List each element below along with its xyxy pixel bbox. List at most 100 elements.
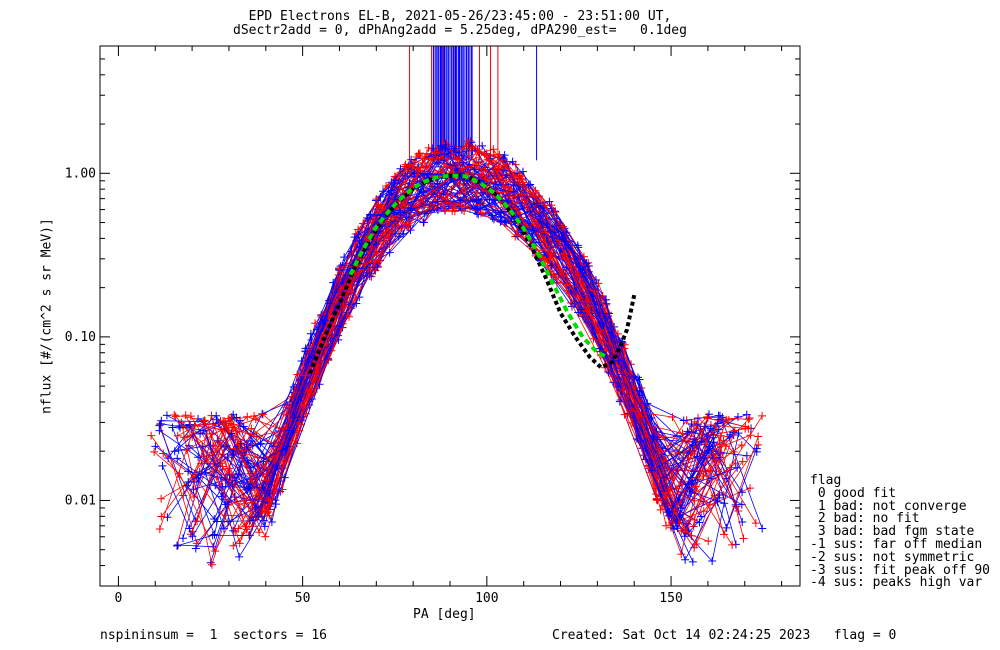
data-point — [699, 472, 708, 481]
data-point — [704, 537, 713, 546]
data-point — [199, 417, 208, 426]
data-point — [737, 441, 746, 450]
data-point — [668, 413, 677, 422]
data-point — [387, 178, 396, 187]
data-point — [458, 158, 467, 167]
data-point — [649, 432, 658, 441]
data-point — [742, 410, 751, 419]
data-layer — [147, 46, 767, 569]
axis-layer: 0 50 100 150 0.01 0.10 1.00 — [65, 45, 800, 606]
data-point — [194, 473, 203, 482]
data-point — [456, 175, 465, 184]
data-point — [179, 433, 188, 442]
data-point — [411, 202, 420, 211]
data-point — [656, 505, 665, 514]
data-point — [489, 145, 498, 154]
data-point — [239, 422, 248, 431]
data-point — [396, 208, 405, 217]
data-point — [163, 513, 172, 522]
data-point — [177, 418, 186, 427]
data-point — [752, 444, 761, 453]
data-point — [604, 368, 613, 377]
data-point — [494, 162, 503, 171]
data-point — [676, 504, 685, 513]
data-point — [188, 532, 197, 541]
data-point — [518, 178, 527, 187]
data-point — [246, 463, 255, 472]
data-point — [227, 429, 236, 438]
data-point — [419, 218, 428, 227]
data-point — [347, 247, 356, 256]
spectrum-line — [201, 157, 739, 486]
data-point — [258, 409, 267, 418]
x-axis-label: PA [deg] — [413, 607, 476, 622]
data-point — [250, 411, 259, 420]
data-point — [697, 512, 706, 521]
data-point — [680, 532, 689, 541]
data-point — [695, 518, 704, 527]
data-point — [722, 415, 731, 424]
data-point — [379, 187, 388, 196]
data-point — [235, 552, 244, 561]
data-point — [562, 280, 571, 289]
data-point — [192, 477, 201, 486]
data-point — [374, 200, 383, 209]
data-point — [502, 171, 511, 180]
data-point — [396, 164, 405, 173]
data-point — [218, 482, 227, 491]
data-point — [293, 370, 302, 379]
footer-left: nspininsum = 1 sectors = 16 — [100, 628, 327, 643]
data-point — [525, 207, 534, 216]
data-point — [681, 555, 690, 564]
data-point — [441, 140, 450, 149]
legend-item: 1 bad: not converge — [810, 498, 967, 514]
data-point — [306, 329, 315, 338]
legend-item: -3 sus: fit peak off 90 — [810, 562, 991, 578]
data-point — [208, 441, 217, 450]
data-point — [508, 157, 517, 166]
data-point — [706, 424, 715, 433]
y-axis-label: nflux [#/(cm^2 s sr MeV)] — [39, 218, 55, 414]
data-point — [688, 441, 697, 450]
data-point — [629, 373, 638, 382]
data-point — [171, 412, 180, 421]
flag-legend: flag 0 good fit 1 bad: not converge 2 ba… — [810, 474, 990, 589]
data-point — [197, 459, 206, 468]
y-tick-label: 1.00 — [65, 166, 96, 181]
data-point — [545, 254, 554, 263]
data-point — [170, 447, 179, 456]
data-point — [376, 192, 385, 201]
data-point — [157, 494, 166, 503]
data-point — [686, 487, 695, 496]
data-point — [282, 410, 291, 419]
x-tick-label: 50 — [295, 591, 311, 606]
data-point — [240, 499, 249, 508]
data-point — [741, 422, 750, 431]
data-point — [490, 150, 499, 159]
data-point — [211, 481, 220, 490]
data-point — [282, 403, 291, 412]
spectrum-line — [177, 162, 714, 547]
data-point — [692, 540, 701, 549]
data-point — [733, 412, 742, 421]
data-point — [541, 228, 550, 237]
chart-title-line1: EPD Electrons EL-B, 2021-05-26/23:45:00 … — [248, 9, 672, 24]
x-tick-label: 100 — [475, 591, 498, 606]
data-point — [384, 233, 393, 242]
data-point — [173, 431, 182, 440]
data-point — [708, 557, 717, 566]
data-point — [677, 550, 686, 559]
data-point — [157, 512, 166, 521]
data-point — [352, 299, 361, 308]
data-point — [335, 265, 344, 274]
spectrum-line — [174, 178, 711, 513]
data-point — [491, 180, 500, 189]
data-point — [517, 172, 526, 181]
data-point — [463, 137, 472, 146]
data-point — [489, 215, 498, 224]
data-point — [595, 336, 604, 345]
data-point — [591, 276, 600, 285]
data-point — [189, 485, 198, 494]
data-point — [529, 226, 538, 235]
data-point — [355, 236, 364, 245]
